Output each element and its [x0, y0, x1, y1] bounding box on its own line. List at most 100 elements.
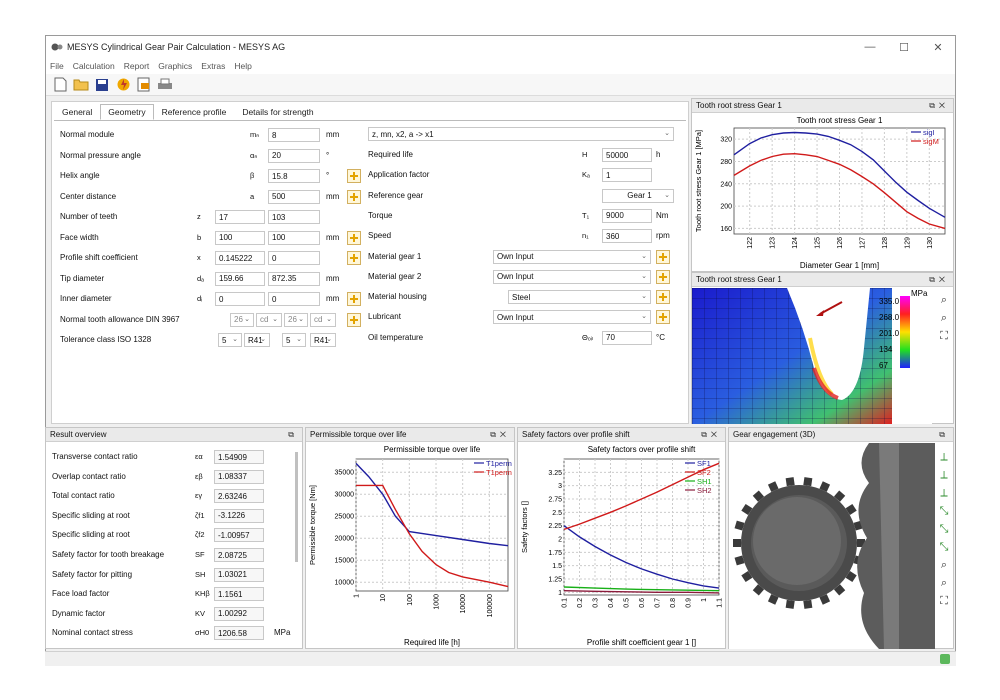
- tolerance-select[interactable]: 26 ⌄: [230, 312, 254, 327]
- tolerance-select[interactable]: 5 ⌄: [218, 333, 242, 347]
- open-folder-icon[interactable]: [73, 77, 89, 93]
- value-input[interactable]: 500: [268, 189, 320, 204]
- tab-bar: General Geometry Reference profile Detai…: [54, 104, 322, 120]
- value-input-gear1[interactable]: 100: [215, 230, 265, 245]
- value-input[interactable]: 360: [602, 229, 652, 244]
- value-input-gear1[interactable]: 17: [215, 210, 265, 224]
- plus-button[interactable]: [656, 269, 670, 284]
- value-input[interactable]: 15.8: [268, 169, 320, 183]
- title-bar: MESYS Cylindrical Gear Pair Calculation …: [46, 36, 955, 58]
- plus-button[interactable]: [347, 169, 361, 183]
- field-symbol: β: [250, 171, 255, 180]
- tolerance-select[interactable]: R41 ⌄: [310, 333, 336, 347]
- results-scrollbar[interactable]: [295, 452, 298, 562]
- value-input[interactable]: 9000: [602, 208, 652, 223]
- tolerance-select[interactable]: cd ⌄: [256, 312, 282, 327]
- view-y-axis-icon[interactable]: ⟂: [940, 468, 948, 481]
- tab-geometry[interactable]: Geometry: [100, 104, 154, 120]
- tolerance-select[interactable]: 26 ⌄: [284, 312, 308, 327]
- panel-float-icon[interactable]: ⧉: [939, 429, 949, 439]
- zoom-in-icon[interactable]: ⌕: [940, 558, 948, 571]
- minimize-button[interactable]: —: [864, 41, 876, 53]
- max-stress-arrow: [819, 301, 843, 315]
- menu-extras[interactable]: Extras: [201, 61, 226, 71]
- menu-calculation[interactable]: Calculation: [72, 61, 115, 71]
- result-value: 1.54909: [214, 450, 264, 464]
- save-icon[interactable]: [94, 77, 110, 93]
- field-label: Lubricant: [368, 312, 401, 322]
- value-input-gear2[interactable]: 0: [268, 251, 320, 265]
- value-input-gear2[interactable]: 103: [268, 210, 320, 224]
- material-select[interactable]: Steel ⌄: [508, 290, 651, 305]
- rotate-x-icon[interactable]: ⤡: [939, 504, 949, 517]
- rotate-y-icon[interactable]: ⤡: [939, 522, 949, 535]
- rotate-z-icon[interactable]: ⤡: [939, 540, 949, 553]
- value-input-gear2[interactable]: 0: [268, 292, 320, 306]
- panel-float-close-icons[interactable]: ⧉✕: [490, 429, 510, 439]
- material-select[interactable]: Own Input ⌄: [493, 310, 651, 325]
- panel-float-close-icons[interactable]: ⧉✕: [701, 429, 721, 439]
- view-z-axis-icon[interactable]: ⟂: [940, 486, 948, 499]
- result-row: Overlap contact ratio εβ 1.08337: [52, 469, 302, 484]
- x-tick-label: 123: [770, 237, 777, 249]
- plus-button[interactable]: [656, 290, 670, 305]
- plus-button[interactable]: [347, 230, 361, 245]
- x-tick-label: 130: [927, 237, 934, 249]
- print-icon[interactable]: [157, 77, 173, 93]
- menu-graphics[interactable]: Graphics: [158, 61, 193, 71]
- panel-float-close-icons[interactable]: ⧉✕: [929, 100, 949, 110]
- panel-float-icon[interactable]: ⧉: [288, 429, 298, 439]
- value-input-gear1[interactable]: 0.145222: [215, 251, 265, 265]
- zoom-out-icon[interactable]: ⌕: [940, 311, 948, 324]
- x-tick-label: 0.6: [639, 598, 646, 608]
- fit-view-icon[interactable]: ⛶: [940, 594, 948, 607]
- calculate-icon[interactable]: [115, 77, 131, 93]
- tolerance-select[interactable]: R41 ⌄: [244, 333, 270, 347]
- panel-title: Safety factors over profile shift: [522, 430, 630, 439]
- value-input[interactable]: 50000: [602, 148, 652, 162]
- menu-report[interactable]: Report: [123, 61, 150, 71]
- x-tick-label: 0.3: [593, 598, 600, 608]
- chevron-down-icon: ⌄: [272, 315, 278, 323]
- menu-file[interactable]: File: [50, 61, 64, 71]
- tab-details-strength[interactable]: Details for strength: [242, 107, 314, 117]
- value-input[interactable]: 70: [602, 330, 652, 345]
- value-input-gear1[interactable]: 159.66: [215, 271, 265, 286]
- value-input[interactable]: 20: [268, 148, 320, 163]
- field-symbol: αₙ: [250, 150, 258, 160]
- menu-help[interactable]: Help: [234, 61, 252, 71]
- plus-button[interactable]: [656, 310, 670, 325]
- view-x-axis-icon[interactable]: ⟂: [940, 450, 948, 463]
- new-file-icon[interactable]: [52, 77, 68, 93]
- zoom-in-icon[interactable]: ⌕: [940, 293, 948, 306]
- calculation-mode-select[interactable]: z, mn, x2, a -> x1 ⌄: [368, 127, 674, 141]
- close-button[interactable]: ✕: [933, 41, 943, 54]
- material-select[interactable]: Own Input ⌄: [493, 249, 651, 264]
- tolerance-select[interactable]: cd ⌄: [310, 312, 336, 327]
- plus-button[interactable]: [347, 312, 361, 327]
- plus-button[interactable]: [347, 292, 361, 306]
- panel-float-close-icons[interactable]: ⧉✕: [929, 274, 949, 284]
- result-value: 2.08725: [214, 548, 264, 562]
- fit-view-icon[interactable]: ⛶: [940, 329, 948, 342]
- tolerance-select[interactable]: 5 ⌄: [282, 333, 306, 347]
- tab-general[interactable]: General: [62, 107, 93, 117]
- chevron-down-icon: ⌄: [326, 315, 332, 323]
- chevron-down-icon: ⌄: [326, 336, 332, 343]
- report-icon[interactable]: [136, 77, 152, 93]
- value-input-gear2[interactable]: 872.35: [268, 271, 320, 286]
- reference-gear-select[interactable]: Gear 1 ⌄: [602, 188, 674, 203]
- maximize-button[interactable]: ☐: [899, 41, 909, 54]
- material-select[interactable]: Own Input ⌄: [493, 269, 651, 284]
- plus-button[interactable]: [347, 251, 361, 265]
- plus-button[interactable]: [656, 249, 670, 264]
- field-label: Material gear 1: [368, 251, 422, 261]
- value-input-gear2[interactable]: 100: [268, 230, 320, 245]
- x-tick-label: 0.2: [577, 598, 584, 608]
- zoom-out-icon[interactable]: ⌕: [940, 576, 948, 589]
- tab-reference-profile[interactable]: Reference profile: [161, 107, 227, 117]
- value-input[interactable]: 1: [602, 168, 652, 183]
- plus-button[interactable]: [347, 189, 361, 204]
- value-input[interactable]: 8: [268, 128, 320, 142]
- value-input-gear1[interactable]: 0: [215, 292, 265, 306]
